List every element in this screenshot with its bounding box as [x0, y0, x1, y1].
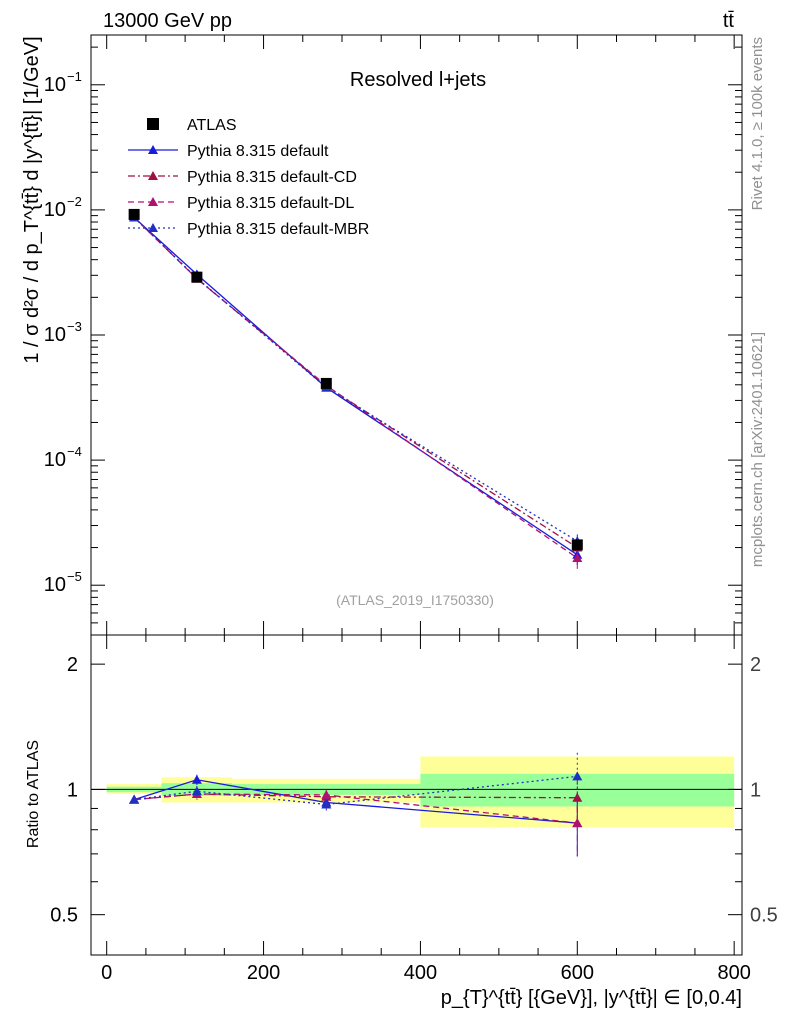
y-tick-label-exp: −5 [67, 569, 82, 584]
y-tick-label-base: 10 [44, 449, 66, 471]
series-line-dl [133, 216, 578, 559]
x-tick-label: 800 [717, 962, 750, 984]
ratio-marker-mbr [321, 799, 332, 809]
y-tick-label-exp: −3 [67, 319, 82, 334]
legend-marker-dl [148, 197, 158, 206]
main-plot-area: 10−110−210−310−410−5 [44, 35, 742, 636]
ratio-y-tick-label-right: 1 [750, 779, 761, 801]
x-tick-label: 600 [561, 962, 594, 984]
series-line-cd [133, 216, 578, 549]
x-axis-title: p_{T}^{tt̄} [{GeV}], |y^{tt̄}| ∈ [0,0.4] [441, 987, 742, 1009]
data-point-atlas [191, 271, 203, 283]
ratio-frame [90, 634, 743, 956]
process-label: tt̄ [723, 10, 735, 32]
ratio-marker-dl [572, 818, 583, 828]
y-tick-label-base: 10 [44, 74, 66, 96]
legend-label-dl: Pythia 8.315 default-DL [187, 195, 354, 212]
ratio-y-tick-label-left: 2 [67, 654, 78, 676]
legend-marker-atlas [147, 118, 159, 130]
legend-marker-mbr [148, 223, 158, 232]
series-line-mbr [133, 216, 578, 542]
analysis-id: (ATLAS_2019_I1750330) [336, 592, 494, 608]
ratio-plot-area: 0.5 0.5 1 1 2 2 0 200 400 600 800 [50, 635, 778, 984]
legend-marker-cd [148, 171, 158, 180]
legend-label-default: Pythia 8.315 default [187, 143, 329, 160]
ratio-marker-dl [321, 789, 332, 799]
ratio-line-dl [134, 793, 578, 824]
ratio-y-tick-label-right: 2 [750, 654, 761, 676]
x-tick-label: 200 [247, 962, 280, 984]
main-y-axis-title: 1 / σ d²σ / d p_T^{tt̄} d |y^{tt̄}| [1/G… [21, 36, 43, 363]
ratio-line-mbr [134, 775, 578, 806]
legend-marker-default [148, 145, 158, 154]
energy-label: 13000 GeV pp [103, 10, 232, 32]
rivet-label: Rivet 4.1.0, ≥ 100k events [749, 37, 766, 210]
ratio-y-tick-label-right: 0.5 [750, 905, 778, 927]
series-line-default [133, 216, 578, 556]
data-point-atlas [320, 377, 332, 389]
ratio-marker-mbr [129, 794, 140, 804]
legend-label-atlas: ATLAS [187, 117, 237, 134]
ratio-y-axis-title: Ratio to ATLAS [25, 740, 42, 848]
panel-title: Resolved l+jets [350, 69, 486, 91]
y-tick-label-exp: −2 [67, 194, 82, 209]
ratio-panel: 0.5 0.5 1 1 2 2 0 200 400 600 800 [50, 634, 778, 984]
source-label: mcplots.cern.ch [arXiv:2401.10621] [749, 332, 766, 567]
legend-label-cd: Pythia 8.315 default-CD [187, 169, 357, 186]
ratio-marker-mbr [572, 771, 583, 781]
data-point-atlas [571, 539, 583, 551]
ratio-marker-mbr [191, 786, 202, 796]
ratio-marker-default [191, 774, 202, 784]
ratio-y-tick-label-left: 0.5 [50, 905, 78, 927]
legend-label-mbr: Pythia 8.315 default-MBR [187, 221, 369, 238]
y-tick-label-exp: −4 [67, 444, 82, 459]
y-tick-label-base: 10 [44, 199, 66, 221]
x-tick-label: 400 [404, 962, 437, 984]
legend: ATLAS Pythia 8.315 default Pythia 8.315 de… [128, 117, 369, 238]
y-tick-label-base: 10 [44, 574, 66, 596]
marker-dl [572, 553, 583, 563]
ratio-line-default [133, 779, 578, 824]
y-tick-label-exp: −1 [67, 69, 82, 84]
x-tick-label: 0 [101, 962, 112, 984]
data-point-atlas [128, 208, 140, 220]
main-panel: 10−110−210−310−410−5 [44, 34, 743, 636]
y-tick-label-base: 10 [44, 324, 66, 346]
ratio-y-tick-label-left: 1 [67, 779, 78, 801]
